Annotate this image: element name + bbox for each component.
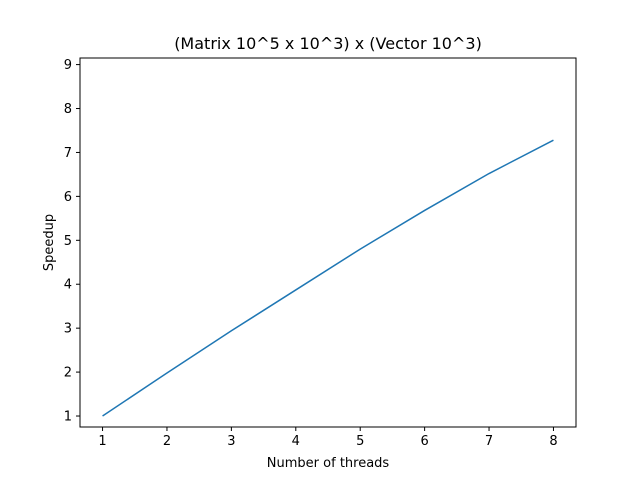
x-axis-ticks: 1 2 3 4 5 6 7 8 xyxy=(98,427,558,449)
series-line xyxy=(102,139,554,417)
x-tick-label: 2 xyxy=(163,434,171,449)
y-tick-label: 4 xyxy=(64,278,72,293)
y-tick-label: 6 xyxy=(64,190,72,205)
x-tick-label: 1 xyxy=(98,434,106,449)
y-tick-label: 3 xyxy=(64,322,72,337)
chart-title: (Matrix 10^5 x 10^3) x (Vector 10^3) xyxy=(174,34,482,53)
y-tick-label: 2 xyxy=(64,366,72,381)
y-tick-label: 7 xyxy=(64,146,72,161)
x-tick-label: 3 xyxy=(227,434,235,449)
y-tick-label: 1 xyxy=(64,410,72,425)
x-tick-label: 7 xyxy=(485,434,493,449)
x-tick-label: 6 xyxy=(420,434,428,449)
x-axis-label: Number of threads xyxy=(267,456,390,471)
plot-area xyxy=(80,58,576,427)
y-axis-ticks: 1 2 3 4 5 6 7 8 9 xyxy=(64,58,80,425)
plot-frame xyxy=(79,57,577,428)
x-tick-label: 4 xyxy=(292,434,300,449)
y-tick-label: 5 xyxy=(64,234,72,249)
y-axis-label: Speedup xyxy=(42,214,57,271)
x-tick-label: 5 xyxy=(356,434,364,449)
series-layer xyxy=(102,139,554,417)
y-tick-label: 9 xyxy=(64,58,72,73)
x-tick-label: 8 xyxy=(549,434,557,449)
y-tick-label: 8 xyxy=(64,102,72,117)
